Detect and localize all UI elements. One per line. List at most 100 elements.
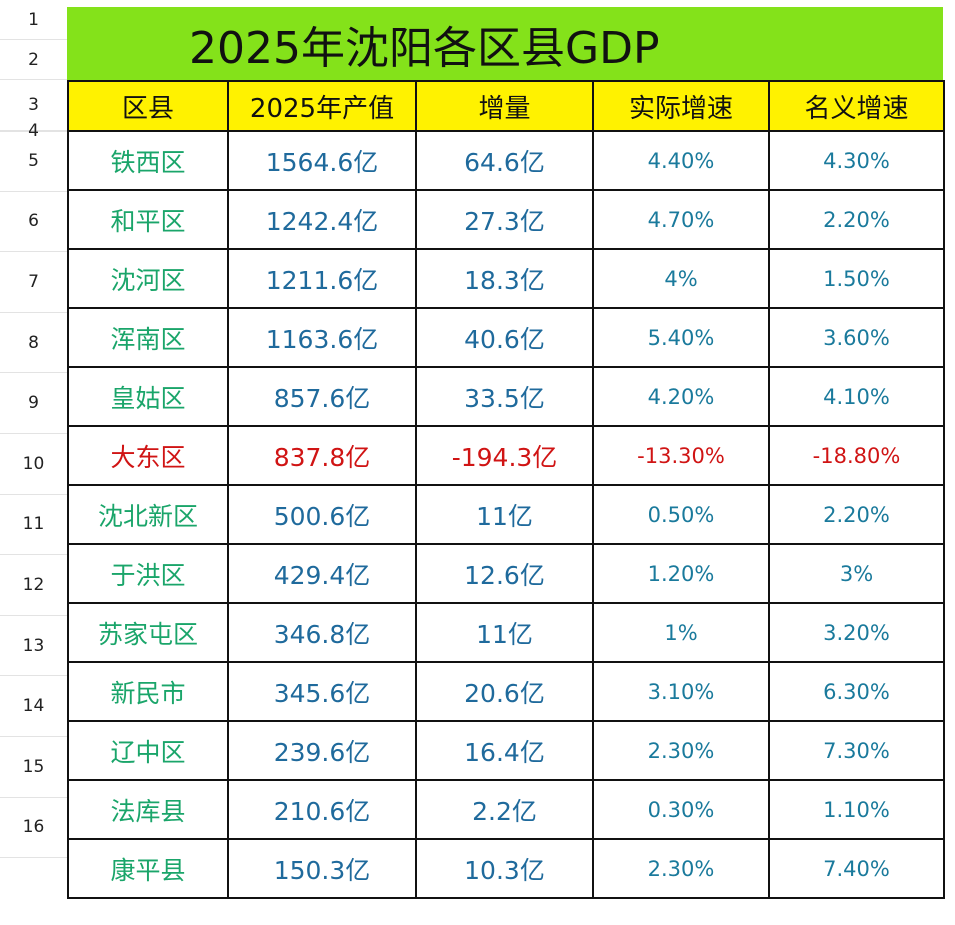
- row-number[interactable]: 16: [0, 798, 67, 859]
- table-cell[interactable]: 3.10%: [592, 661, 770, 722]
- table-cell[interactable]: 33.5亿: [415, 366, 594, 427]
- table-cell[interactable]: 大东区: [67, 425, 229, 486]
- table-cell[interactable]: 0.50%: [592, 484, 770, 545]
- table-cell[interactable]: 11亿: [415, 602, 594, 663]
- table-cell[interactable]: 429.4亿: [227, 543, 417, 604]
- table-cell[interactable]: 20.6亿: [415, 661, 594, 722]
- table-cell[interactable]: 4.70%: [592, 189, 770, 250]
- row-number[interactable]: 4: [0, 121, 67, 141]
- table-cell[interactable]: 12.6亿: [415, 543, 594, 604]
- gdp-table: 区县 2025年产值 增量 实际增速 名义增速 铁西区 1564.6亿 64.6亿 4.40% 4…: [67, 80, 945, 899]
- table-cell[interactable]: 辽中区: [67, 720, 229, 781]
- table-cell[interactable]: -13.30%: [592, 425, 770, 486]
- header-row: 区县 2025年产值 增量 实际增速 名义增速: [67, 80, 945, 132]
- table-cell[interactable]: 239.6亿: [227, 720, 417, 781]
- table-cell[interactable]: 150.3亿: [227, 838, 417, 899]
- table-cell[interactable]: 6.30%: [768, 661, 945, 722]
- column-header[interactable]: 区县: [67, 80, 229, 132]
- table-cell[interactable]: 40.6亿: [415, 307, 594, 368]
- table-cell[interactable]: 5.40%: [592, 307, 770, 368]
- table-cell[interactable]: 3.60%: [768, 307, 945, 368]
- row-number[interactable]: 11: [0, 495, 67, 556]
- row-number[interactable]: 8: [0, 313, 67, 374]
- table-cell[interactable]: 2.2亿: [415, 779, 594, 840]
- table-cell[interactable]: 1564.6亿: [227, 130, 417, 191]
- table-cell[interactable]: 1%: [592, 602, 770, 663]
- row-number[interactable]: 1: [0, 0, 67, 40]
- table-cell[interactable]: 857.6亿: [227, 366, 417, 427]
- table-cell[interactable]: 11亿: [415, 484, 594, 545]
- table-row: 辽中区 239.6亿 16.4亿 2.30% 7.30%: [67, 720, 945, 781]
- table-cell[interactable]: 1.10%: [768, 779, 945, 840]
- table-row: 康平县 150.3亿 10.3亿 2.30% 7.40%: [67, 838, 945, 899]
- table-cell[interactable]: 3.20%: [768, 602, 945, 663]
- table-row: 于洪区 429.4亿 12.6亿 1.20% 3%: [67, 543, 945, 604]
- table-cell[interactable]: -18.80%: [768, 425, 945, 486]
- table-cell[interactable]: 铁西区: [67, 130, 229, 191]
- column-header[interactable]: 增量: [415, 80, 594, 132]
- table-cell[interactable]: 10.3亿: [415, 838, 594, 899]
- table-cell[interactable]: 康平县: [67, 838, 229, 899]
- table-cell[interactable]: 345.6亿: [227, 661, 417, 722]
- table-cell[interactable]: 1.20%: [592, 543, 770, 604]
- table-cell[interactable]: 4.30%: [768, 130, 945, 191]
- row-number[interactable]: 5: [0, 131, 67, 192]
- table-row: 铁西区 1564.6亿 64.6亿 4.40% 4.30%: [67, 130, 945, 191]
- column-header[interactable]: 2025年产值: [227, 80, 417, 132]
- table-cell[interactable]: 2.20%: [768, 484, 945, 545]
- table-cell[interactable]: 于洪区: [67, 543, 229, 604]
- table-cell[interactable]: 浑南区: [67, 307, 229, 368]
- table-cell[interactable]: 皇姑区: [67, 366, 229, 427]
- table-cell[interactable]: 沈北新区: [67, 484, 229, 545]
- table-row: 法库县 210.6亿 2.2亿 0.30% 1.10%: [67, 779, 945, 840]
- table-row: 皇姑区 857.6亿 33.5亿 4.20% 4.10%: [67, 366, 945, 427]
- table-cell[interactable]: -194.3亿: [415, 425, 594, 486]
- table-cell[interactable]: 2.20%: [768, 189, 945, 250]
- table-cell[interactable]: 4.20%: [592, 366, 770, 427]
- column-header[interactable]: 实际增速: [592, 80, 770, 132]
- table-cell[interactable]: 18.3亿: [415, 248, 594, 309]
- table-row: 和平区 1242.4亿 27.3亿 4.70% 2.20%: [67, 189, 945, 250]
- table-row: 苏家屯区 346.8亿 11亿 1% 3.20%: [67, 602, 945, 663]
- row-number[interactable]: 13: [0, 616, 67, 677]
- row-number[interactable]: 7: [0, 252, 67, 313]
- table-cell[interactable]: 837.8亿: [227, 425, 417, 486]
- table-cell[interactable]: 64.6亿: [415, 130, 594, 191]
- table-cell[interactable]: 苏家屯区: [67, 602, 229, 663]
- table-cell[interactable]: 210.6亿: [227, 779, 417, 840]
- table-cell[interactable]: 7.40%: [768, 838, 945, 899]
- table-cell[interactable]: 新民市: [67, 661, 229, 722]
- table-cell[interactable]: 4.40%: [592, 130, 770, 191]
- row-number[interactable]: 12: [0, 555, 67, 616]
- table-cell[interactable]: 沈河区: [67, 248, 229, 309]
- table-row: 大东区 837.8亿 -194.3亿 -13.30% -18.80%: [67, 425, 945, 486]
- table-cell[interactable]: 1163.6亿: [227, 307, 417, 368]
- table-cell[interactable]: 346.8亿: [227, 602, 417, 663]
- table-cell[interactable]: 法库县: [67, 779, 229, 840]
- row-number[interactable]: 6: [0, 192, 67, 253]
- table-cell[interactable]: 16.4亿: [415, 720, 594, 781]
- table-cell[interactable]: 4%: [592, 248, 770, 309]
- table-cell[interactable]: 和平区: [67, 189, 229, 250]
- table-cell[interactable]: 27.3亿: [415, 189, 594, 250]
- table-cell[interactable]: 7.30%: [768, 720, 945, 781]
- table-cell[interactable]: 2.30%: [592, 838, 770, 899]
- title-text: 2025年沈阳各区县GDP: [189, 22, 660, 74]
- row-number[interactable]: 14: [0, 676, 67, 737]
- row-number[interactable]: 9: [0, 373, 67, 434]
- row-number[interactable]: 15: [0, 737, 67, 798]
- table-cell[interactable]: 1242.4亿: [227, 189, 417, 250]
- table-cell[interactable]: 3%: [768, 543, 945, 604]
- row-number[interactable]: 10: [0, 434, 67, 495]
- table-cell[interactable]: 500.6亿: [227, 484, 417, 545]
- sheet-title[interactable]: 2025年沈阳各区县GDP: [67, 7, 943, 80]
- row-number[interactable]: 2: [0, 40, 67, 80]
- table-row: 沈北新区 500.6亿 11亿 0.50% 2.20%: [67, 484, 945, 545]
- column-header[interactable]: 名义增速: [768, 80, 945, 132]
- table-cell[interactable]: 4.10%: [768, 366, 945, 427]
- table-cell[interactable]: 1.50%: [768, 248, 945, 309]
- table-cell[interactable]: 2.30%: [592, 720, 770, 781]
- row-number[interactable]: 3: [0, 80, 67, 131]
- table-cell[interactable]: 1211.6亿: [227, 248, 417, 309]
- table-cell[interactable]: 0.30%: [592, 779, 770, 840]
